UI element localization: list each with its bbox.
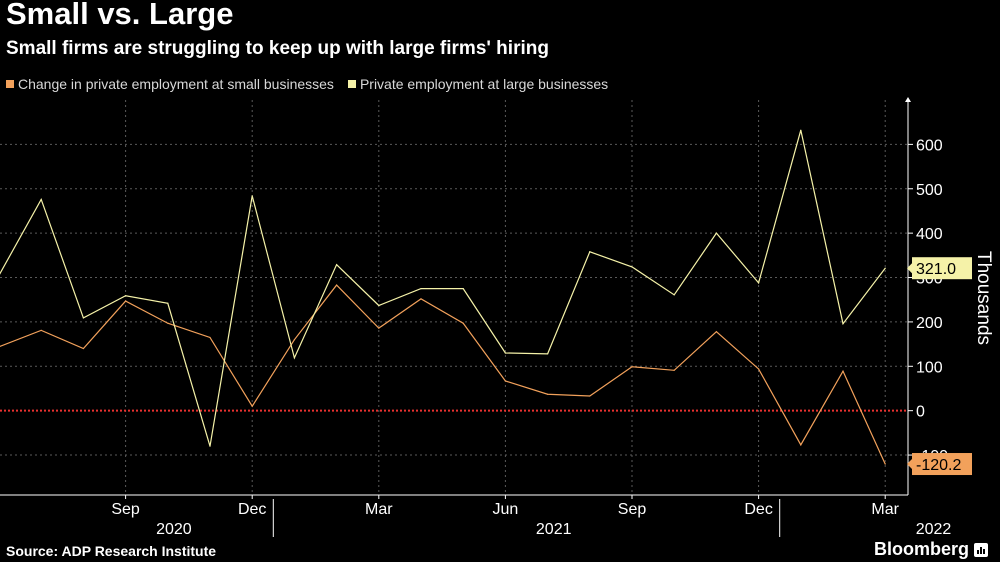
data-point-large [589, 251, 591, 253]
y-tick-label: 0 [916, 404, 925, 421]
brand-name: Bloomberg [874, 539, 970, 559]
data-point-small [82, 347, 84, 350]
data-point-large [251, 195, 253, 197]
data-point-large [800, 129, 802, 131]
data-point-small [40, 329, 42, 331]
chart-subtitle: Small firms are struggling to keep up wi… [6, 38, 549, 59]
data-point-small [420, 298, 422, 300]
data-point-small [758, 368, 760, 370]
data-point-large [842, 323, 844, 325]
data-point-small [547, 393, 549, 395]
data-point-large [673, 294, 675, 296]
data-point-small [378, 327, 380, 329]
data-point-large [631, 266, 633, 268]
x-tick-label: Jun [493, 501, 519, 518]
data-point-large [336, 264, 338, 266]
last-value-pointer-icon [907, 459, 912, 470]
last-value-label-small: -120.2 [916, 457, 961, 474]
y-axis-arrow-icon [905, 97, 911, 102]
data-point-large [293, 357, 295, 359]
x-tick-label: Sep [618, 501, 647, 518]
legend-swatch-small [6, 80, 14, 88]
year-label: 2020 [156, 521, 192, 538]
y-axis-title: Thousands [973, 251, 994, 345]
last-value-badge-small [912, 453, 972, 476]
data-point-small [251, 405, 253, 407]
y-tick-label: 100 [916, 359, 943, 376]
data-point-small [884, 463, 886, 465]
data-point-large [167, 302, 169, 304]
y-tick-label: 600 [916, 137, 943, 154]
legend-item-large: Private employment at large businesses [347, 76, 609, 92]
y-tick-label: 400 [916, 226, 943, 243]
data-point-large [504, 352, 506, 354]
data-point-small [631, 366, 633, 368]
x-tick-label: Sep [111, 501, 140, 518]
y-tick-label: 200 [916, 315, 943, 332]
data-point-small [125, 300, 127, 302]
x-tick-label: Dec [744, 501, 772, 518]
data-point-small [167, 322, 169, 324]
data-point-small [462, 322, 464, 324]
data-point-small [504, 380, 506, 382]
data-point-large [125, 295, 127, 297]
last-value-badge-large [912, 257, 972, 280]
legend-label-large: Private employment at large businesses [359, 76, 609, 92]
data-point-large [758, 282, 760, 284]
data-point-large [884, 267, 886, 269]
year-label: 2022 [916, 521, 952, 538]
bloomberg-chart-icon [974, 542, 989, 557]
data-point-small [842, 370, 844, 372]
series-line-small [0, 284, 886, 465]
data-point-large [547, 353, 549, 355]
source-note: Source: ADP Research Institute [6, 543, 217, 559]
x-tick-label: Mar [365, 501, 393, 518]
legend-swatch-large [347, 80, 356, 88]
data-point-small [800, 444, 802, 446]
series-line-large [0, 130, 886, 447]
data-point-small [293, 339, 295, 341]
y-tick-label: 500 [916, 182, 943, 199]
x-tick-label: Dec [238, 501, 266, 518]
year-label: 2021 [536, 521, 572, 538]
legend-item-small: Change in private employment at small bu… [6, 76, 334, 92]
legend-label-small: Change in private employment at small bu… [18, 76, 334, 92]
legend: Change in private employment at small bu… [6, 76, 622, 92]
data-point-small [209, 336, 211, 339]
data-point-large [420, 288, 422, 290]
data-point-large [715, 232, 718, 234]
data-point-small [715, 331, 718, 333]
chart-title: Small vs. Large [6, 0, 234, 31]
last-value-pointer-icon [907, 263, 912, 274]
data-point-large [209, 445, 211, 447]
data-point-large [82, 317, 84, 319]
data-point-small [336, 284, 338, 286]
data-point-large [40, 198, 42, 201]
data-point-large [378, 304, 380, 307]
last-value-label-large: 321.0 [916, 261, 956, 278]
data-point-small [589, 395, 591, 397]
data-point-large [462, 288, 464, 290]
x-tick-label: Mar [871, 501, 899, 518]
data-point-small [673, 369, 675, 371]
brand-logo: Bloomberg [874, 539, 989, 560]
